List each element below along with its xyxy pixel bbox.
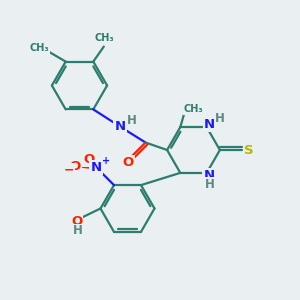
Text: O: O (83, 152, 95, 166)
Text: −: − (64, 164, 74, 177)
Text: H: H (215, 112, 225, 124)
Text: H: H (127, 113, 137, 127)
Text: O: O (69, 160, 81, 173)
Text: H: H (206, 178, 215, 191)
Text: S: S (244, 143, 254, 157)
Text: N: N (90, 160, 102, 174)
Text: O: O (71, 214, 82, 228)
Text: +: + (102, 156, 111, 166)
Text: H: H (74, 224, 83, 238)
Text: N: N (114, 120, 126, 134)
Text: CH₃: CH₃ (29, 43, 49, 53)
Text: CH₃: CH₃ (94, 33, 114, 43)
Text: CH₃: CH₃ (183, 104, 203, 114)
Text: N: N (203, 169, 215, 182)
Text: N: N (204, 118, 215, 131)
Text: O: O (122, 156, 134, 169)
